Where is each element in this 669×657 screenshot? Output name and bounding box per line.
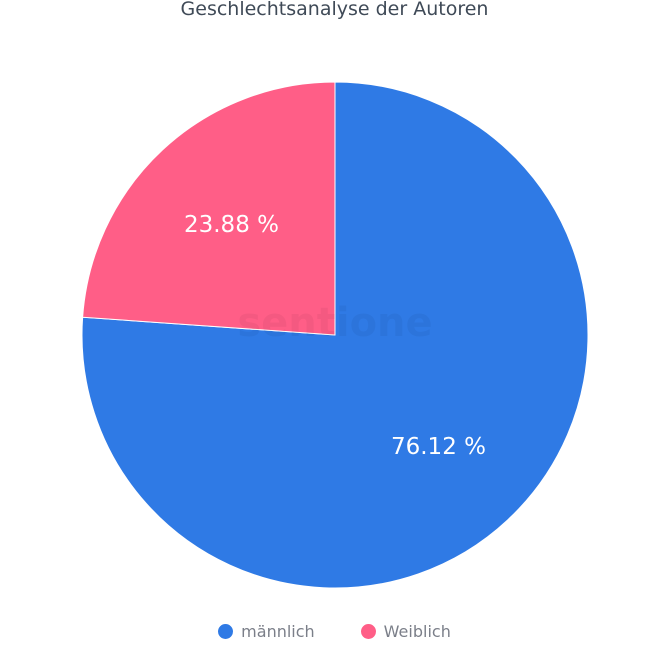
- pie-slice-1[interactable]: [82, 81, 336, 336]
- legend-item[interactable]: männlich: [218, 622, 315, 641]
- chart-title: Geschlechtsanalyse der Autoren: [180, 0, 489, 20]
- watermark-logo: sentione: [237, 300, 432, 346]
- legend-marker: [360, 624, 376, 639]
- legend-marker: [218, 624, 234, 639]
- legend-label: männlich: [241, 622, 315, 641]
- legend-label: Weiblich: [383, 622, 451, 641]
- slice-data-label: 76.12 %: [391, 434, 486, 460]
- legend: männlich Weiblich: [0, 622, 669, 641]
- legend-item[interactable]: Weiblich: [360, 622, 451, 641]
- slice-data-label: 23.88 %: [184, 212, 279, 238]
